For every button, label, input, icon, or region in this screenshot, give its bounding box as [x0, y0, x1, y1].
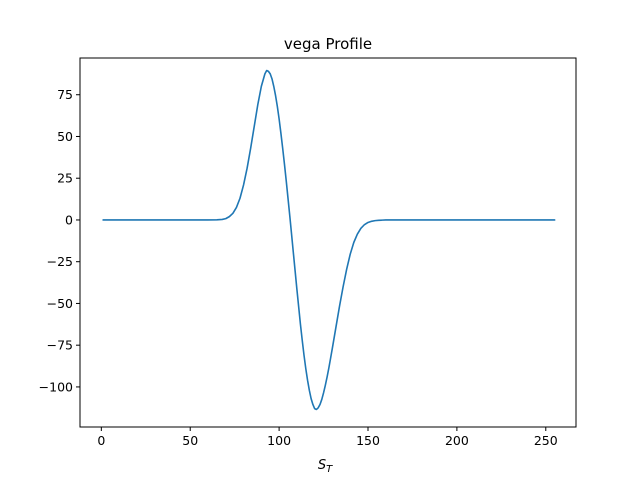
y-tick-label-5: −50 — [47, 296, 73, 311]
y-tick-label-7: −100 — [39, 379, 73, 394]
y-tick-label-6: −75 — [47, 338, 73, 353]
y-tick-label-4: −25 — [47, 254, 73, 269]
x-tick-label-1: 50 — [182, 433, 198, 448]
x-tick-label-2: 100 — [267, 433, 291, 448]
y-tick-label-2: 25 — [57, 171, 73, 186]
y-tick-label-0: 75 — [57, 87, 73, 102]
x-tick-label-3: 150 — [356, 433, 380, 448]
series-line-0 — [102, 69, 556, 411]
x-tick-label-5: 250 — [534, 433, 558, 448]
x-axis-label: ST — [318, 458, 333, 475]
chart-title: vega Profile — [284, 35, 372, 53]
x-tick-label-0: 0 — [97, 433, 105, 448]
x-tick-label-4: 200 — [445, 433, 469, 448]
y-tick-label-3: 0 — [65, 212, 73, 227]
y-tick-label-1: 50 — [57, 129, 73, 144]
axes-frame — [79, 57, 577, 428]
